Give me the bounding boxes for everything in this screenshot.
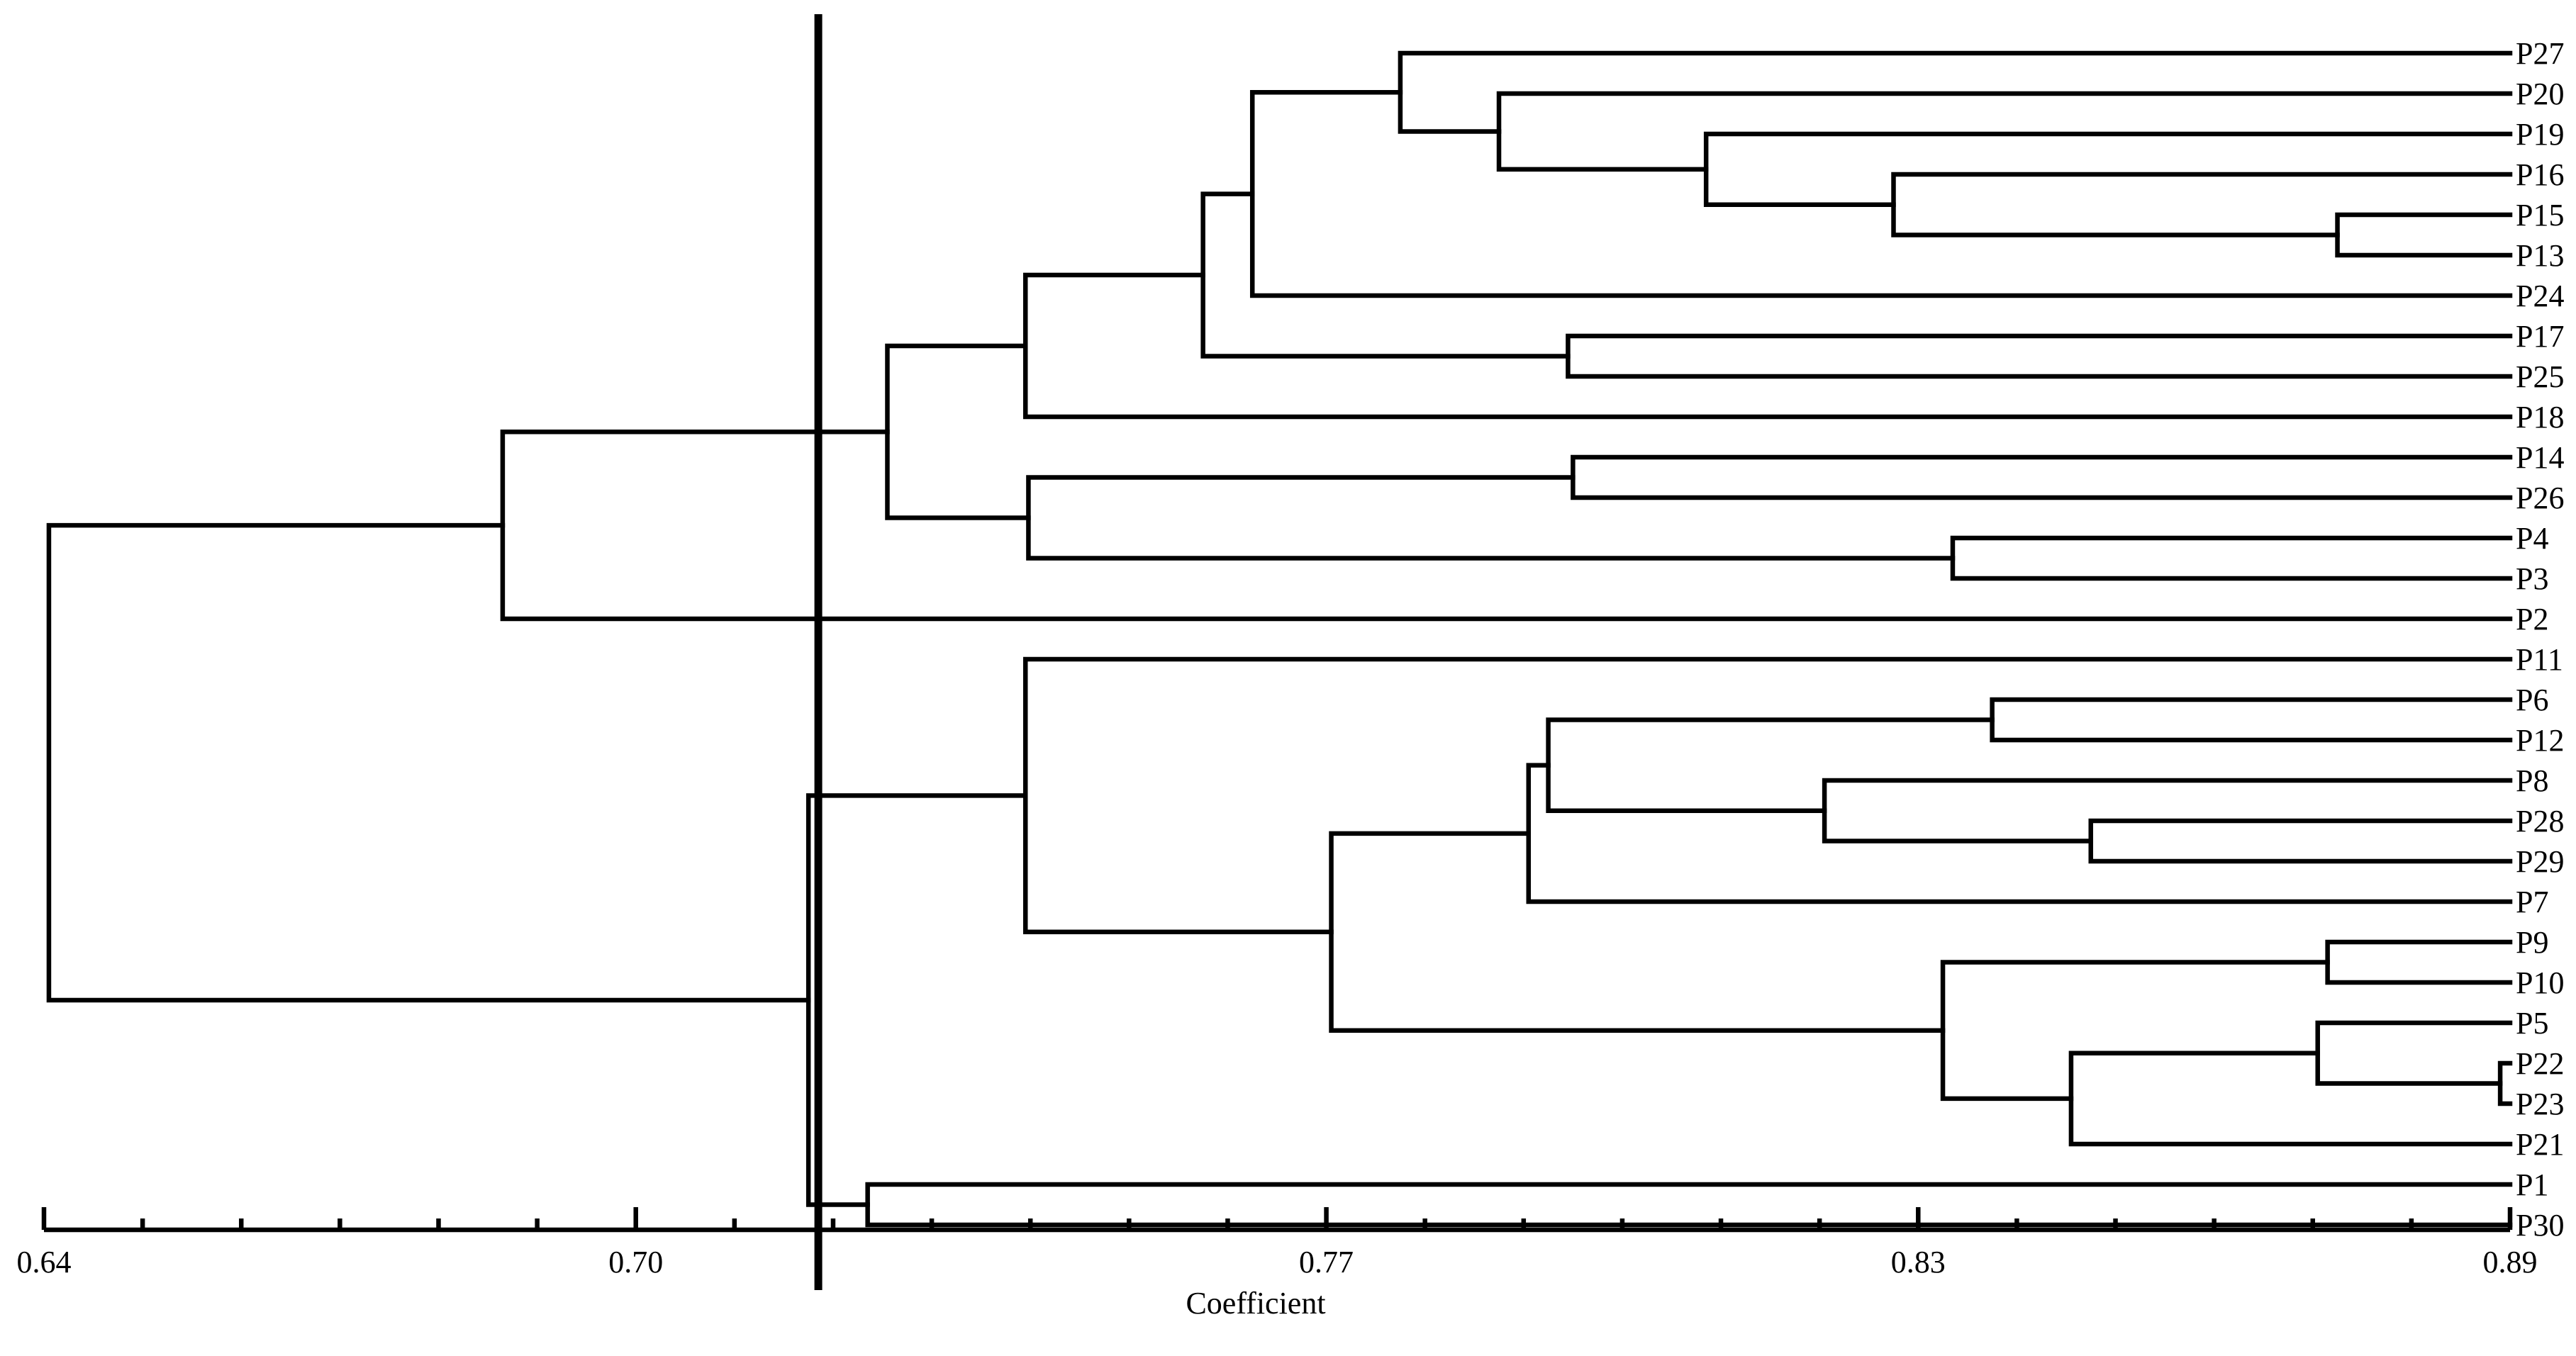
tick-label: 0.83 — [1891, 1245, 1946, 1279]
x-axis: 0.64 0.70 0.77 0.83 0.89 — [17, 1207, 2538, 1279]
dendrogram-branch — [1526, 763, 2513, 904]
dendrogram-branch — [1891, 172, 2513, 237]
dendrogram-branch — [1496, 91, 2513, 172]
leaf-label: P24 — [2516, 279, 2564, 313]
tick-label: 0.77 — [1299, 1245, 1354, 1279]
dendrogram-branch — [1566, 333, 2513, 379]
leaf-label: P20 — [2516, 77, 2564, 111]
leaf-label: P4 — [2516, 521, 2548, 556]
leaf-label: P5 — [2516, 1006, 2548, 1041]
dendrogram-branch — [1200, 191, 1571, 359]
dendrogram-branch — [1571, 454, 2513, 500]
dendrogram-branch — [46, 522, 811, 1003]
dendrogram-branch — [1950, 535, 2513, 581]
dendrogram-branch — [1822, 778, 2513, 844]
leaf-label: P7 — [2516, 885, 2548, 919]
leaf-label: P11 — [2516, 642, 2563, 677]
dendrogram-branch — [2315, 1020, 2513, 1086]
dendrogram-branch — [2335, 212, 2513, 258]
leaf-label: P12 — [2516, 723, 2564, 758]
dendrogram-branch — [2068, 1050, 2513, 1147]
leaf-label: P26 — [2516, 481, 2564, 515]
leaf-label: P14 — [2516, 440, 2564, 475]
leaf-label: P25 — [2516, 359, 2564, 394]
dendrogram-branch — [805, 793, 1028, 1207]
dendrogram-branch — [1703, 131, 2513, 207]
leaf-label: P3 — [2516, 561, 2548, 596]
dendrogram-branch — [1990, 697, 2513, 743]
leaf-label: P6 — [2516, 683, 2548, 717]
dendrogram-branch — [2325, 939, 2513, 985]
leaf-label: P8 — [2516, 763, 2548, 798]
leaf-label: P17 — [2516, 319, 2564, 354]
dendrogram-branch — [1249, 89, 2513, 298]
leaf-label: P9 — [2516, 925, 2548, 960]
leaf-label: P15 — [2516, 198, 2564, 232]
leaf-label: P2 — [2516, 602, 2548, 637]
tick-label: 0.89 — [2483, 1245, 2538, 1279]
tick-label: 0.70 — [608, 1245, 663, 1279]
leaf-label: P16 — [2516, 157, 2564, 192]
leaf-labels: P27 P20 P19 P16 P15 P13 P24 P17 P25 P18 P14 P26 P4 P3… — [2516, 36, 2564, 1243]
leaf-label: P13 — [2516, 238, 2564, 273]
dendrogram-branch — [1546, 717, 1995, 813]
leaf-label: P29 — [2516, 844, 2564, 879]
leaf-label: P22 — [2516, 1046, 2564, 1081]
leaf-label: P23 — [2516, 1087, 2564, 1121]
dendrogram-branches — [46, 50, 2513, 1228]
dendrogram-branch — [1026, 475, 1956, 561]
dendrogram-branch — [885, 343, 1031, 520]
tick-label: 0.64 — [17, 1245, 72, 1279]
leaf-label: P27 — [2516, 36, 2564, 71]
dendrogram-branch — [865, 1182, 2513, 1228]
leaf-label: P30 — [2516, 1208, 2564, 1243]
dendrogram-branch — [1940, 960, 2330, 1102]
leaf-label: P10 — [2516, 965, 2564, 1000]
dendrogram-branch — [500, 430, 2513, 622]
leaf-label: P18 — [2516, 400, 2564, 435]
leaf-label: P19 — [2516, 117, 2564, 152]
x-axis-title: Coefficient — [1186, 1286, 1325, 1321]
dendrogram-branch — [2088, 818, 2513, 864]
leaf-label: P28 — [2516, 804, 2564, 839]
leaf-label: P21 — [2516, 1127, 2564, 1162]
leaf-label: P1 — [2516, 1167, 2548, 1202]
dendrogram-branch — [1329, 831, 1946, 1033]
